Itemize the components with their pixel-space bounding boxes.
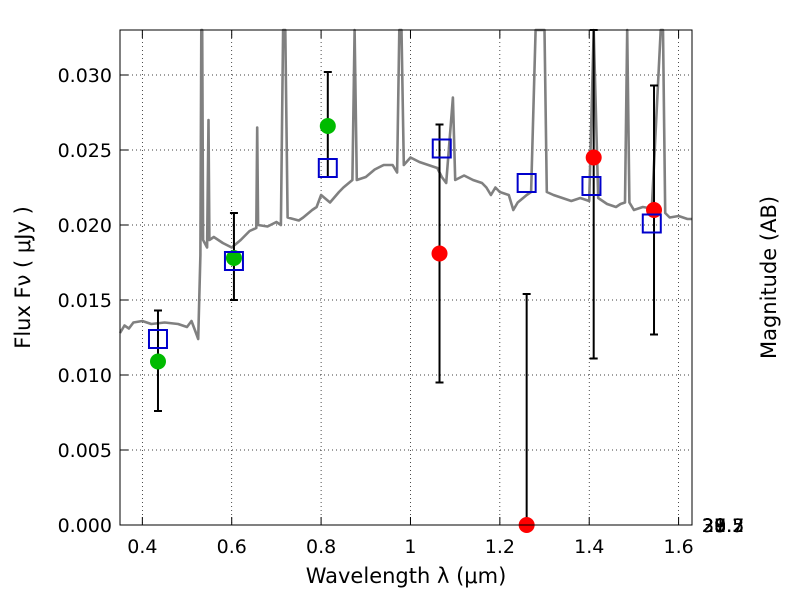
green-data-point [225,250,242,266]
y-tick-label: 0.025 [58,140,112,162]
y-tick-label: 0.000 [58,515,112,537]
model-square-marker [317,158,338,178]
y-tick-label: 0.015 [58,290,112,312]
x-tick-label: 1 [404,536,416,558]
model-square-marker [223,251,244,271]
spectrum-layer [118,28,692,341]
x-tick-label: 1.6 [663,536,693,558]
y-tick-label: 0.005 [58,440,112,462]
x-tick-label: 1.2 [485,536,515,558]
model-square-marker [431,138,452,159]
y-axis-label: Flux Fν ( μJy ) [11,206,35,349]
errorbar-layer [153,29,659,526]
mag-tick-label: 31 [702,515,726,537]
red-data-point [646,202,663,218]
x-tick-label: 0.8 [306,536,336,558]
model-square-marker [641,213,662,234]
x-tick-label: 0.6 [217,536,247,558]
grid-layer [120,30,692,526]
tick-layer: 0.4 0.6 0.8 1 1.2 1.4 1.6 0.000 0.005 0.010 0.015 0… [58,30,744,558]
x-axis-label: Wavelength λ (μm) [306,564,507,588]
y2-axis-label: Magnitude (AB) [757,196,781,359]
y-tick-label: 0.020 [58,215,112,237]
x-tick-label: 0.4 [127,536,157,558]
green-data-point [149,353,166,370]
green-data-point [319,118,336,134]
mag-tick-label: 28.2 [702,515,744,537]
red-data-point [585,149,602,166]
y-tick-label: 0.010 [58,365,112,387]
spectrum-line [118,28,692,341]
x-tick-label: 1.4 [574,536,604,558]
mag-tick-label: 30 [702,515,726,537]
mag-tick-label: 27.7 [702,515,744,537]
marker-layer [147,118,663,533]
mag-tick-label: 29.5 [702,515,744,537]
mag-tick-label: 29 [702,515,726,537]
model-square-marker [147,329,168,349]
red-data-point [431,245,448,262]
model-square-marker [516,173,537,193]
model-square-marker [581,176,602,196]
mag-tick-label: 28.5 [702,515,744,537]
y-tick-label: 0.030 [58,65,112,87]
plot-frame [119,29,693,526]
mag-tick-label: 28 [702,515,726,537]
